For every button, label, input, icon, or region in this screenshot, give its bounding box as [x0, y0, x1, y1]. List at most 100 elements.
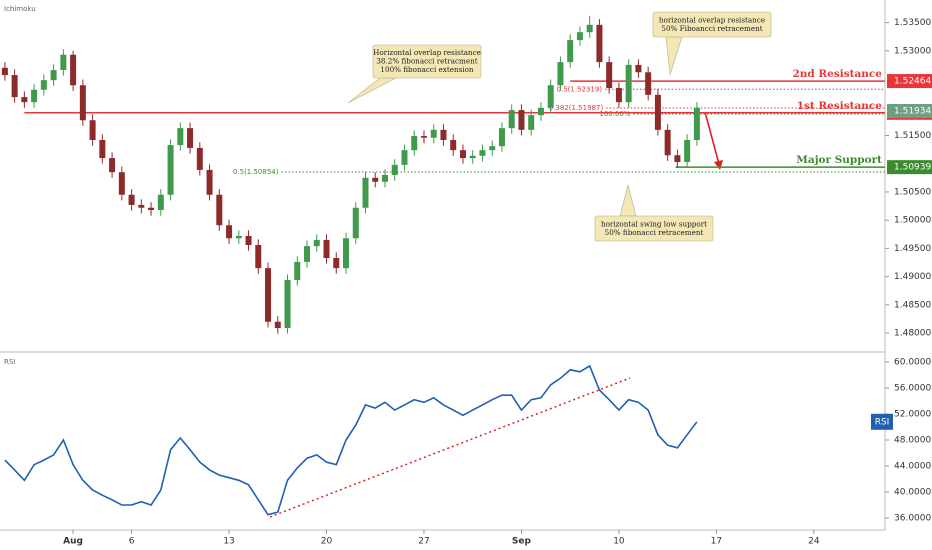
candle-body: [518, 110, 525, 130]
y-tick-label: 1.51500: [894, 131, 931, 141]
x-tick-label: 6: [129, 537, 135, 547]
candle-body: [138, 204, 145, 208]
candle-body: [450, 140, 457, 151]
candle-body: [11, 75, 18, 98]
candle-body: [284, 280, 291, 328]
callout-text: 50% Fiboancci retracement: [661, 24, 762, 33]
x-tick-label: 17: [711, 537, 722, 547]
candle-body: [557, 62, 564, 86]
candle-body: [469, 155, 476, 159]
callout-box: [594, 215, 714, 242]
candle-body: [352, 207, 359, 239]
candle-body: [226, 225, 233, 239]
candle-body: [118, 172, 125, 195]
candle-body: [459, 150, 466, 159]
candle-body: [684, 140, 691, 163]
candle-body: [693, 107, 700, 140]
rsi-line: [4, 364, 698, 516]
candle-body: [31, 89, 38, 103]
y-tick-label: 1.53000: [894, 46, 931, 56]
candle-body: [167, 145, 174, 195]
candle-body: [79, 85, 86, 121]
y-tick-label: 1.50500: [894, 187, 931, 197]
candle-body: [109, 158, 116, 173]
candle-body: [265, 268, 272, 322]
candle-body: [381, 175, 388, 182]
level-price-box: [887, 160, 932, 175]
x-tick-label: 13: [223, 537, 234, 547]
candle-body: [313, 239, 320, 247]
rsi-y-tick-label: 56.0000: [894, 384, 931, 394]
last-price-label: 1.51934: [894, 106, 931, 116]
candle-body: [294, 261, 301, 280]
candle-body: [440, 129, 447, 140]
candle-body: [235, 235, 242, 239]
candle-body: [70, 54, 77, 86]
candle-body: [304, 246, 311, 262]
rsi-box: [871, 413, 893, 430]
candle-body: [547, 85, 554, 108]
candle-body: [411, 136, 418, 151]
callout-box: [652, 11, 772, 38]
level-name: 1st Resistance: [797, 100, 883, 112]
rsi-y-tick-label: 40.0000: [894, 487, 931, 497]
x-tick-label: 27: [418, 537, 429, 547]
candle-body: [674, 155, 681, 163]
rsi-y-tick-label: 44.0000: [894, 461, 931, 471]
level-name: Major Support: [796, 154, 882, 166]
callout-box: [372, 44, 482, 79]
candle-body: [645, 72, 652, 95]
x-tick-label: 24: [808, 537, 820, 547]
rsi-y-tick-label: 52.0000: [894, 409, 931, 419]
candle-body: [148, 207, 155, 210]
y-tick-label: 1.50000: [894, 216, 931, 226]
candle-body: [245, 235, 252, 245]
candle-body: [615, 88, 622, 103]
candle-body: [498, 128, 505, 147]
rsi-y-tick-label: 60.0000: [894, 358, 931, 368]
candle-body: [586, 24, 593, 33]
level-name: 2nd Resistance: [792, 68, 882, 80]
y-tick-label: 1.48500: [894, 300, 931, 310]
callout-text: Horizontal overlap resistance: [373, 48, 481, 57]
candle-body: [508, 110, 515, 129]
candle-body: [1, 67, 8, 76]
candle-body: [323, 239, 330, 258]
rsi-label: RSI: [4, 358, 15, 366]
candle-body: [274, 321, 281, 328]
candle-body: [625, 64, 632, 103]
candle-body: [89, 120, 96, 140]
candle-body: [216, 194, 223, 226]
callout-text: 100% fibonacci extension: [380, 65, 473, 74]
rsi-box-label: RSI: [875, 417, 890, 427]
candle-body: [60, 54, 67, 70]
candle-body: [391, 164, 398, 175]
x-tick-label: Sep: [512, 537, 532, 547]
candle-body: [40, 80, 47, 90]
level-price-box: [887, 74, 932, 89]
fib-label: 0.5(1.52319): [557, 85, 603, 93]
candle-body: [157, 194, 164, 210]
candle-body: [177, 128, 184, 146]
projection-arrow: [704, 111, 720, 165]
candle-body: [430, 129, 437, 138]
candle-body: [196, 147, 203, 170]
candle-body: [606, 62, 613, 89]
candle-body: [664, 129, 671, 156]
candle-body: [489, 146, 496, 151]
y-tick-label: 1.49000: [894, 272, 931, 282]
rsi-y-tick-label: 36.0000: [894, 513, 931, 523]
candle-body: [479, 150, 486, 156]
x-tick-label: 20: [321, 537, 333, 547]
candle-body: [528, 115, 535, 130]
candle-body: [537, 107, 544, 116]
candle-body: [187, 128, 194, 148]
level-price-label: 1.52464: [894, 77, 931, 87]
candle-body: [343, 238, 350, 269]
candle-body: [21, 97, 28, 103]
callout-text: 50% fibonacci retracement: [605, 228, 704, 237]
